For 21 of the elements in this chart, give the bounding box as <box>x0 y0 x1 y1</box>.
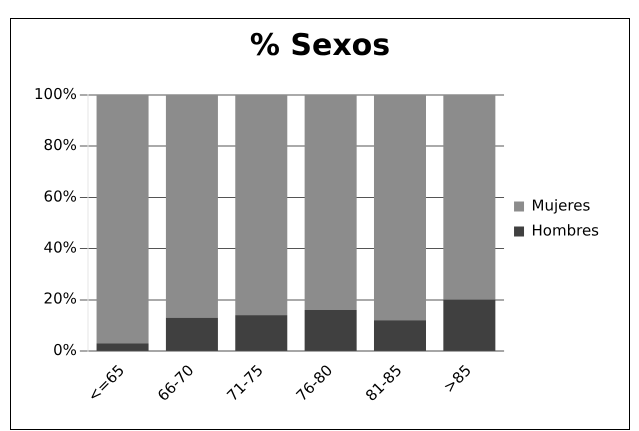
y-tick-label: 0% <box>53 340 77 359</box>
bar <box>96 95 149 344</box>
bar <box>166 95 218 318</box>
bar <box>304 310 357 350</box>
y-tick-label: 80% <box>44 136 77 154</box>
y-tick-label: 60% <box>44 187 77 206</box>
bar <box>235 315 288 350</box>
bar <box>443 300 496 350</box>
bar <box>96 343 149 350</box>
bar <box>166 318 218 350</box>
bar <box>443 95 496 300</box>
chart-title: % Sexos <box>250 28 390 63</box>
y-tick-label: 20% <box>44 290 77 308</box>
legend-label: Hombres <box>532 221 600 240</box>
bar <box>304 95 357 310</box>
legend-label: Mujeres <box>532 196 590 214</box>
bar <box>374 95 426 320</box>
bar <box>235 95 288 316</box>
bar <box>374 320 426 350</box>
y-tick-label: 100% <box>34 84 77 103</box>
y-tick-label: 40% <box>44 238 77 256</box>
